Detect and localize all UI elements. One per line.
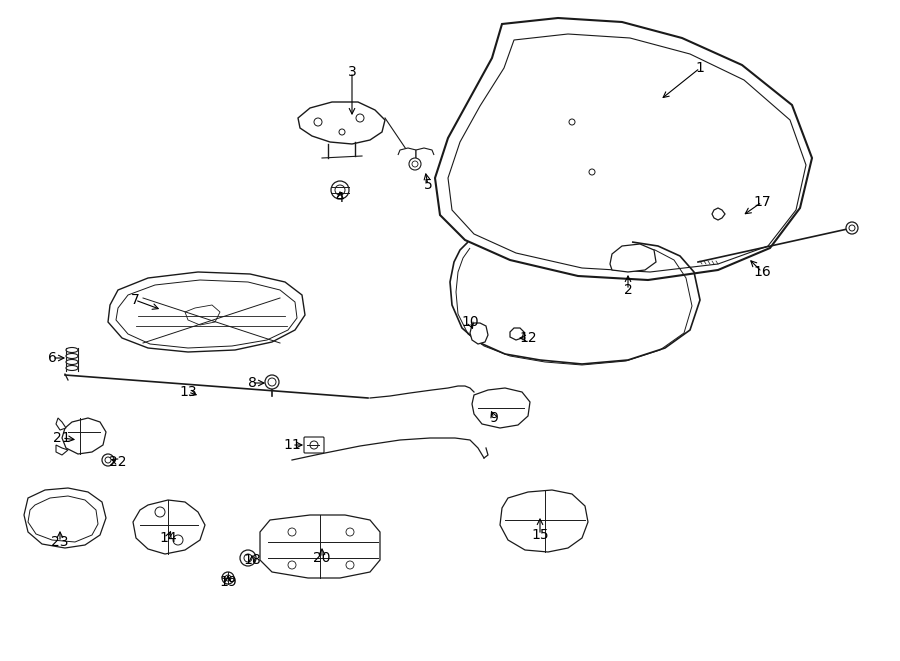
Text: 4: 4 — [336, 191, 345, 205]
Text: 22: 22 — [109, 455, 127, 469]
Polygon shape — [398, 148, 416, 158]
Polygon shape — [260, 515, 380, 578]
Text: 10: 10 — [461, 315, 479, 329]
Polygon shape — [56, 445, 68, 455]
Text: 7: 7 — [130, 293, 140, 307]
Text: 8: 8 — [248, 376, 256, 390]
Polygon shape — [500, 490, 588, 552]
Text: 20: 20 — [313, 551, 331, 565]
Polygon shape — [108, 272, 305, 352]
Text: 16: 16 — [753, 265, 771, 279]
Text: 12: 12 — [519, 331, 536, 345]
Ellipse shape — [66, 348, 78, 352]
Text: 13: 13 — [179, 385, 197, 399]
Text: 1: 1 — [696, 61, 705, 75]
Text: 11: 11 — [284, 438, 301, 452]
Polygon shape — [133, 500, 205, 554]
Polygon shape — [416, 148, 434, 158]
Text: 15: 15 — [531, 528, 549, 542]
Polygon shape — [470, 323, 488, 344]
Circle shape — [240, 550, 256, 566]
Ellipse shape — [66, 360, 78, 364]
Text: 6: 6 — [48, 351, 57, 365]
Polygon shape — [435, 18, 812, 280]
Circle shape — [409, 158, 421, 170]
Text: 17: 17 — [753, 195, 770, 209]
Polygon shape — [610, 244, 656, 272]
Text: 18: 18 — [243, 553, 261, 567]
Ellipse shape — [66, 366, 78, 371]
Text: 14: 14 — [159, 531, 176, 545]
Polygon shape — [62, 418, 106, 454]
Polygon shape — [56, 418, 66, 430]
Text: 23: 23 — [51, 535, 68, 549]
Polygon shape — [298, 102, 385, 144]
Text: 21: 21 — [53, 431, 71, 445]
Polygon shape — [472, 388, 530, 428]
Ellipse shape — [66, 354, 78, 358]
Circle shape — [222, 572, 234, 584]
Circle shape — [846, 222, 858, 234]
Text: 19: 19 — [219, 575, 237, 589]
Text: 3: 3 — [347, 65, 356, 79]
Circle shape — [102, 454, 114, 466]
FancyBboxPatch shape — [304, 437, 324, 453]
Polygon shape — [510, 328, 524, 340]
Polygon shape — [24, 488, 106, 548]
Text: 2: 2 — [624, 283, 633, 297]
Polygon shape — [712, 208, 725, 220]
Text: 9: 9 — [490, 411, 499, 425]
Circle shape — [265, 375, 279, 389]
Circle shape — [331, 181, 349, 199]
Text: 5: 5 — [424, 178, 432, 192]
